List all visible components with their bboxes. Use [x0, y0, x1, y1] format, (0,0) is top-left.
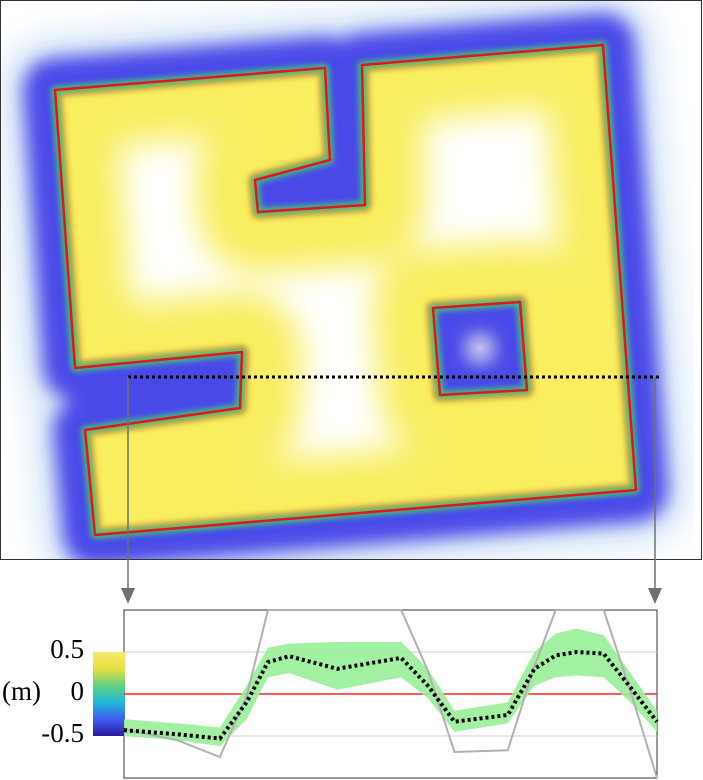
- uncertainty-band: [124, 628, 657, 747]
- mean-line: [123, 649, 659, 741]
- ground-truth-line: [123, 609, 658, 779]
- y-tick-label: -0.5: [41, 718, 84, 748]
- arrows: [121, 377, 662, 604]
- colorbar: [93, 652, 125, 736]
- y-axis-label: (m): [2, 676, 41, 706]
- y-tick-label: 0.5: [50, 634, 84, 664]
- y-tick-label: 0: [71, 676, 85, 706]
- heatmap: [0, 0, 702, 590]
